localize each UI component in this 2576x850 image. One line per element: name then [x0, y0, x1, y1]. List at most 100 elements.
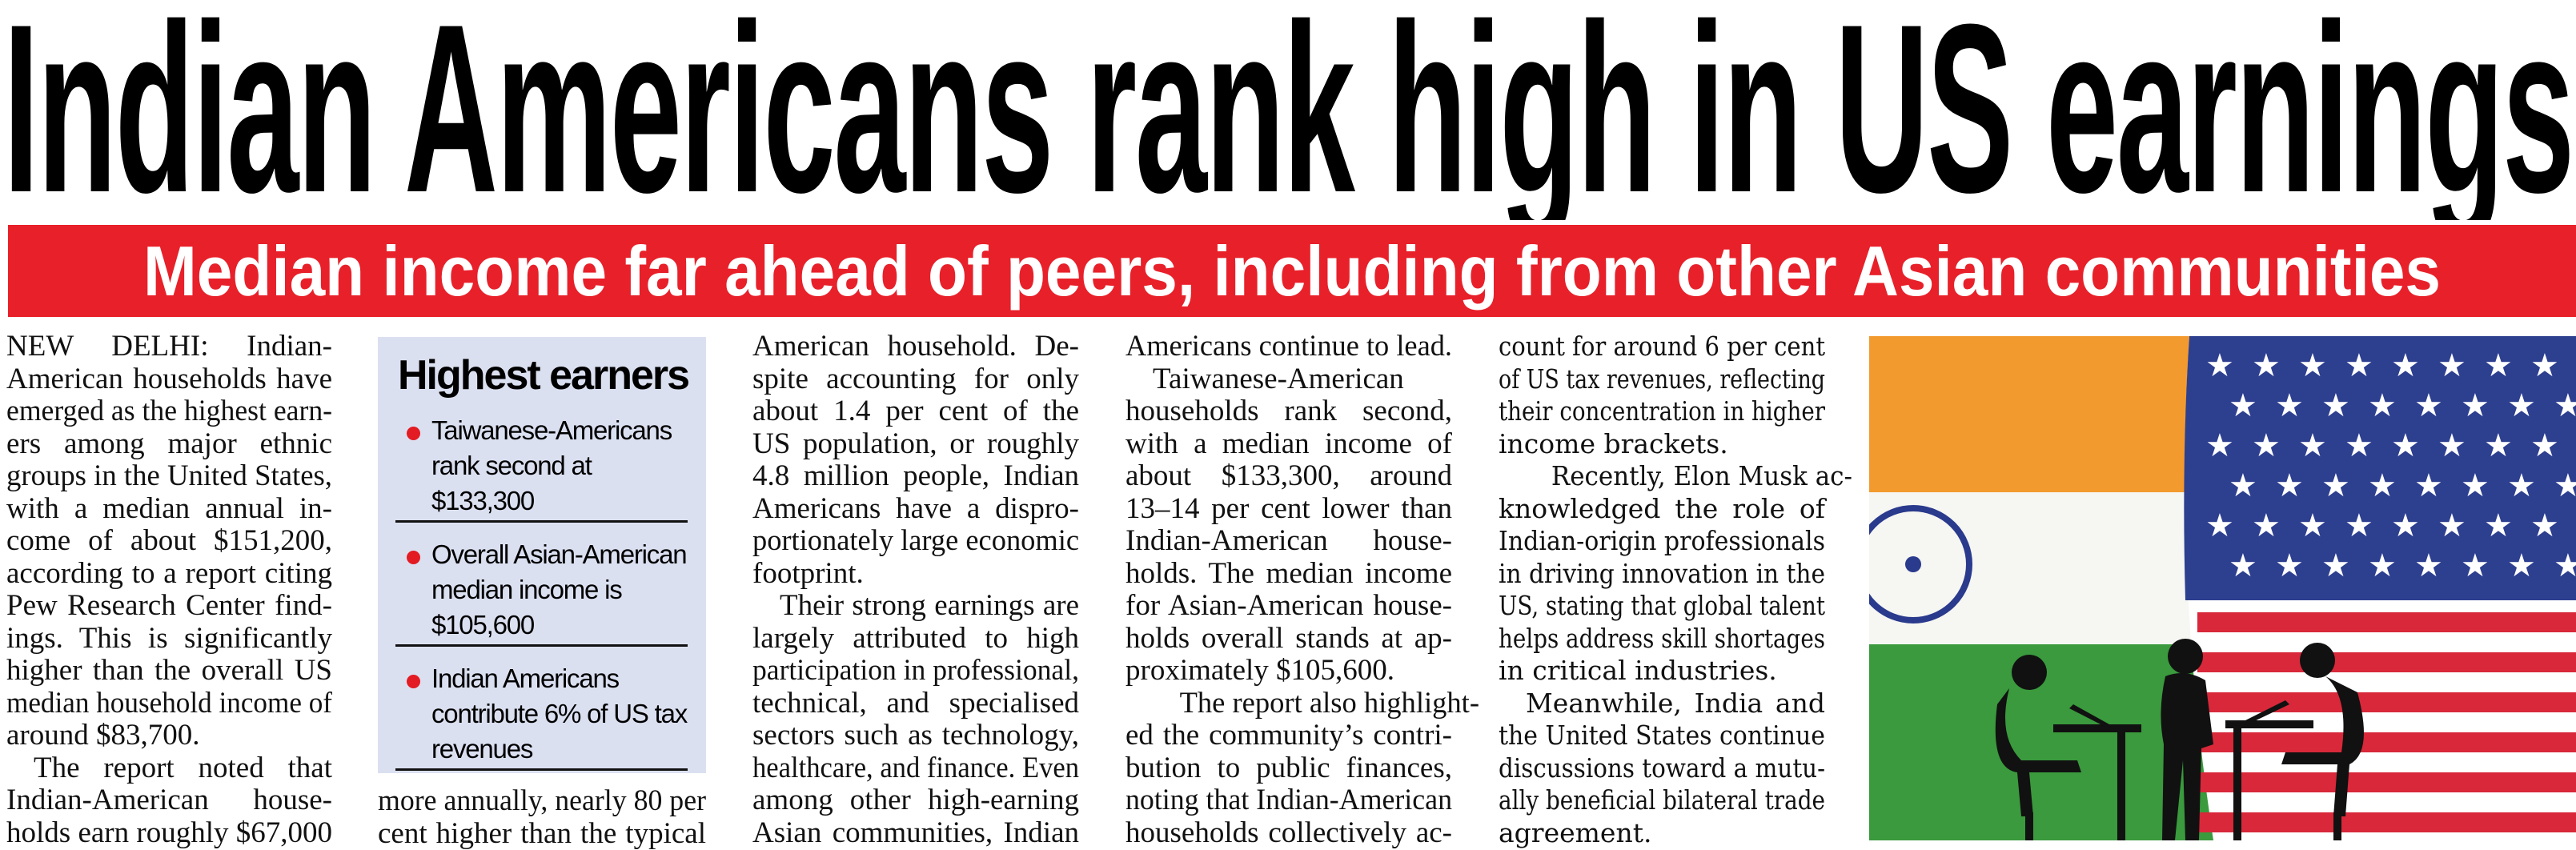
article-text-line: helps address skill shortages	[1499, 623, 1825, 656]
star-icon: ★	[2275, 387, 2304, 423]
star-icon: ★	[2252, 507, 2281, 543]
article-text-line: discussions toward a mutu-	[1499, 752, 1825, 785]
star-icon: ★	[2484, 347, 2513, 383]
article-text-line: Indian-American house-	[1125, 525, 1452, 558]
star-icon: ★	[2461, 547, 2490, 583]
article-text-line: income brackets.	[1499, 428, 1825, 461]
article-text-line: Recently, Elon Musk ac-	[1499, 460, 1825, 493]
article-text-line: come of about $151,200,	[6, 525, 332, 558]
article-text-line: emerged as the highest earn-	[6, 395, 332, 428]
article-text-line: knowledged the role of	[1499, 493, 1825, 526]
sidebar-item: Taiwanese-Americans rank second at $133,…	[395, 413, 688, 523]
article-text-line: Their strong earnings are	[752, 590, 1079, 623]
star-icon: ★	[2391, 507, 2420, 543]
star-icon: ★	[2530, 427, 2559, 463]
star-icon: ★	[2414, 547, 2443, 583]
article-text-line: about 1.4 per cent of the	[752, 395, 1079, 428]
article-text-line-inner: groups in the United States,	[6, 460, 332, 493]
article-text-line: holds earn roughly $67,000	[6, 817, 332, 850]
article-text-line: US population, or roughly	[752, 428, 1079, 461]
star-icon: ★	[2205, 427, 2234, 463]
star-icon: ★	[2414, 467, 2443, 503]
article-text-line: Taiwanese-American	[1125, 363, 1452, 396]
article-text-line-inner: healthcare, and finance. Even	[752, 752, 1079, 785]
star-icon: ★	[2345, 347, 2373, 383]
article-text-line-inner: Recently, Elon Musk ac-	[1526, 460, 1852, 493]
star-icon: ★	[2252, 427, 2281, 463]
article-text-line: sectors such as technology,	[752, 720, 1079, 752]
article-text-line: for Asian-American house-	[1125, 590, 1452, 623]
star-icon: ★	[2321, 387, 2350, 423]
bullet-icon	[407, 551, 420, 564]
star-icon: ★	[2345, 507, 2373, 543]
article-text-line-inner: of US tax revenues, reflecting	[1499, 363, 1825, 396]
photo-illustration: ★★★★★★★★★★★★★★★★★★★★★★★★★★★★★★★★★★★★★★★★…	[1869, 336, 2576, 840]
article-text-line: 4.8 million people, Indian	[752, 460, 1079, 493]
headline: Indian Americans rank high in US earning…	[0, 0, 2576, 220]
subheadline-text: Median income far ahead of peers, includ…	[143, 231, 2441, 311]
star-icon: ★	[2554, 387, 2576, 423]
article-text-line: US, stating that global talent	[1499, 590, 1825, 623]
article-text-line: in driving innovation in the	[1499, 558, 1825, 591]
article-text-line: ally beneficial bilateral trade	[1499, 784, 1825, 817]
article-text-line-inner: discussions toward a mutu-	[1499, 752, 1825, 785]
article-text-line: bution to public finances,	[1125, 752, 1452, 785]
star-icon: ★	[2252, 347, 2281, 383]
article-text-line: The report also highlight-	[1125, 688, 1452, 720]
article-text-line: the United States continue	[1499, 720, 1825, 752]
article-text-line-inner: noting that Indian-American	[1125, 784, 1452, 817]
sidebar-item-text: Taiwanese-Americans rank second at $133,…	[431, 413, 688, 519]
article-text-line: Asian communities, Indian	[752, 817, 1079, 850]
article-text-line-inner: more annually, nearly 80 per	[378, 785, 706, 818]
flag-stripe	[2197, 772, 2576, 792]
star-icon: ★	[2298, 347, 2327, 383]
star-icon: ★	[2507, 467, 2536, 503]
bullet-icon	[407, 675, 420, 688]
bullet-icon	[407, 427, 420, 440]
article-column-3: American household. De-spite accounting …	[752, 331, 1079, 849]
star-icon: ★	[2321, 467, 2350, 503]
sidebar-item: Overall Asian-American median income is …	[395, 537, 688, 647]
star-icon: ★	[2275, 467, 2304, 503]
article-text-line: ed the community’s contri-	[1125, 720, 1452, 752]
article-text-line: ers among major ethnic	[6, 428, 332, 461]
article-column-4: Americans continue to lead.Taiwanese-Ame…	[1125, 331, 1452, 849]
article-text-line: median household income of	[6, 688, 332, 720]
article-text-line: Americans have a dispro-	[752, 493, 1079, 526]
article-text-line-inner: the United States continue	[1499, 720, 1825, 752]
article-text-line: more annually, nearly 80 per	[378, 785, 706, 818]
article-text-line: count for around 6 per cent	[1499, 331, 1825, 363]
star-icon: ★	[2484, 427, 2513, 463]
article-text-line: portionately large economic	[752, 525, 1079, 558]
article-text-line: Indian-origin professionals	[1499, 525, 1825, 558]
article-text-line: NEW DELHI: Indian-	[6, 331, 332, 363]
star-icon: ★	[2229, 547, 2257, 583]
sidebar-item-text: Overall Asian-American median income is …	[431, 537, 688, 643]
star-icon: ★	[2205, 507, 2234, 543]
article-text-line: participation in professional,	[752, 655, 1079, 688]
article-text-line: their concentration in higher	[1499, 395, 1825, 428]
article-text-line: groups in the United States,	[6, 460, 332, 493]
article-text-line-inner: Americans continue to lead.	[1125, 331, 1452, 363]
flag-stripe	[2197, 732, 2576, 752]
star-icon: ★	[2484, 507, 2513, 543]
article-text-line-inner: Indian-origin professionals	[1499, 525, 1825, 558]
article-text-line-inner: count for around 6 per cent	[1499, 331, 1825, 363]
star-icon: ★	[2391, 347, 2420, 383]
article-text-line: higher than the overall US	[6, 655, 332, 688]
star-icon: ★	[2438, 427, 2466, 463]
article-text-line-inner: US, stating that global talent	[1499, 590, 1825, 623]
article-text-line: healthcare, and finance. Even	[752, 752, 1079, 785]
star-icon: ★	[2345, 427, 2373, 463]
flag-stripe	[2197, 812, 2576, 832]
article-text-line-inner: their concentration in higher	[1499, 395, 1825, 428]
article-text-line: The report noted that	[6, 752, 332, 785]
article-text-line: holds overall stands at ap-	[1125, 623, 1452, 656]
star-icon: ★	[2275, 547, 2304, 583]
star-icon: ★	[2368, 547, 2397, 583]
article-text-line: technical, and specialised	[752, 688, 1079, 720]
star-icon: ★	[2229, 467, 2257, 503]
article-text-line: with a median income of	[1125, 428, 1452, 461]
article-text-line: Meanwhile, India and	[1499, 688, 1825, 720]
